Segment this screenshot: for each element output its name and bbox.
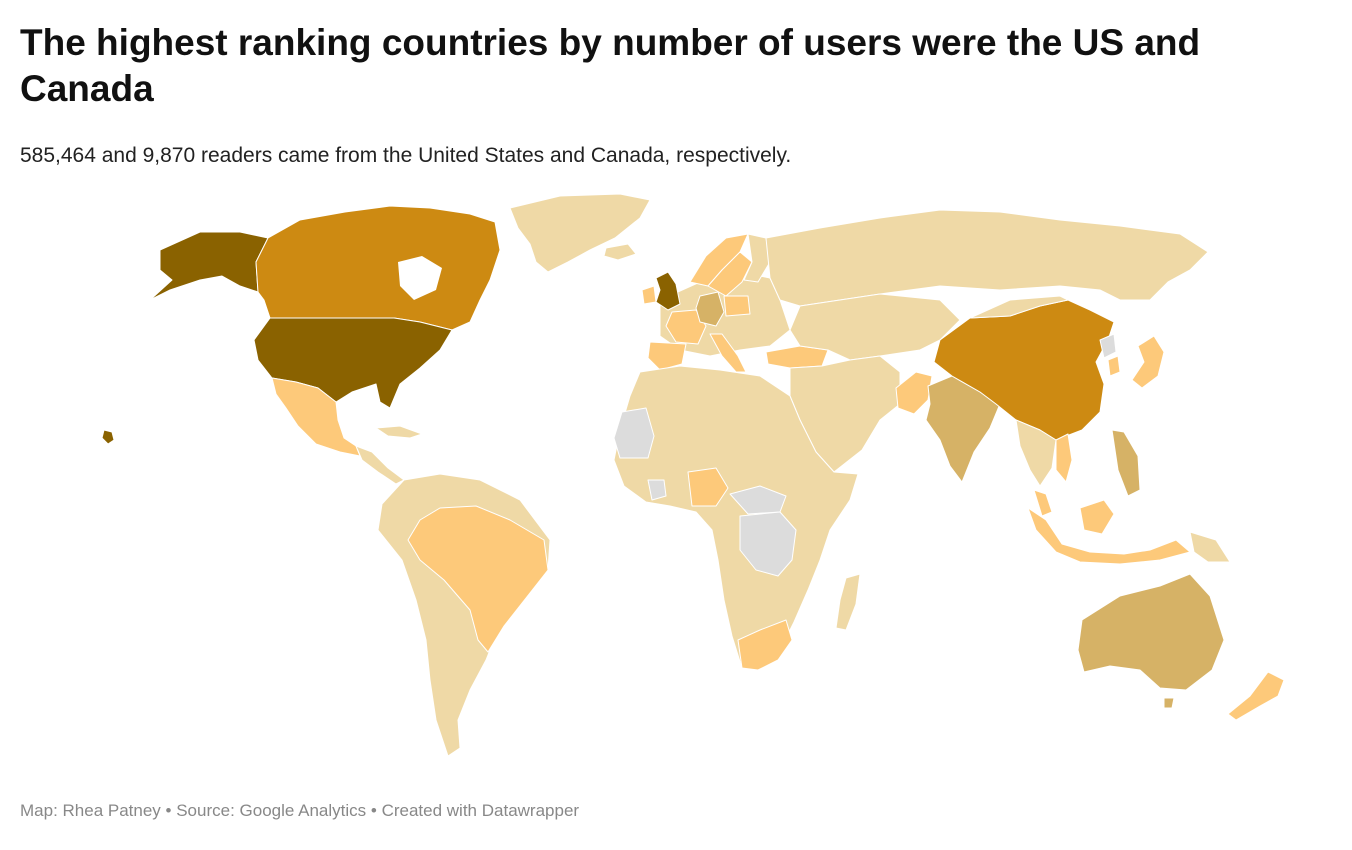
country-germany[interactable] [695,291,725,327]
country-alaska[interactable] [149,231,269,301]
country-papua-new-guinea[interactable] [1189,531,1231,563]
country-sierra-leone[interactable] [647,479,667,501]
country-france[interactable] [665,309,707,345]
country-central-america[interactable] [355,445,405,485]
country-nigeria[interactable] [687,467,729,507]
country-north-korea[interactable] [1099,333,1117,359]
chart-title: The highest ranking countries by number … [20,22,1201,109]
country-mongolia[interactable] [969,295,1069,319]
country-italy[interactable] [709,333,747,373]
country-indonesia[interactable] [1027,507,1191,565]
country-madagascar[interactable] [835,573,861,631]
chart-subtitle: 585,464 and 9,870 readers came from the … [20,144,792,167]
country-mauritania[interactable] [613,407,655,459]
country-iceland[interactable] [603,243,637,261]
world-map [80,188,1350,768]
world-map-svg [101,193,1285,757]
footer-separator: • [366,801,382,820]
country-united-kingdom[interactable] [655,271,681,311]
country-brazil[interactable] [407,505,549,653]
footer-separator: • [160,801,177,820]
country-new-zealand[interactable] [1227,671,1285,721]
country-australia[interactable] [1077,573,1225,691]
country-south-korea[interactable] [1107,355,1121,377]
country-central-african-republic[interactable] [729,485,787,515]
country-ireland[interactable] [641,285,657,305]
country-southeast-asia[interactable] [1015,419,1057,487]
created-with-credit: Created with Datawrapper [381,801,580,820]
country-malaysia[interactable] [1033,489,1053,517]
country-canada[interactable] [255,205,501,331]
country-greenland[interactable] [509,193,651,273]
country-poland[interactable] [723,295,751,317]
country-dr-congo[interactable] [739,511,797,577]
chart-footer: Map: Rhea Patney • Source: Google Analyt… [20,799,579,823]
source-credit: Source: Google Analytics [176,801,367,820]
country-borneo[interactable] [1079,499,1115,535]
country-central-asia[interactable] [789,293,961,361]
country-south-africa[interactable] [737,619,793,671]
country-hawaii[interactable] [101,429,115,445]
country-japan[interactable] [1131,335,1165,389]
country-vietnam[interactable] [1055,433,1073,483]
map-credit: Map: Rhea Patney [20,801,161,820]
country-philippines[interactable] [1111,429,1141,497]
country-pakistan[interactable] [895,371,933,415]
country-tasmania[interactable] [1163,697,1175,709]
country-russia[interactable] [765,209,1209,307]
country-cuba[interactable] [375,425,423,439]
country-turkey[interactable] [765,345,829,369]
country-united-states[interactable] [253,317,453,409]
